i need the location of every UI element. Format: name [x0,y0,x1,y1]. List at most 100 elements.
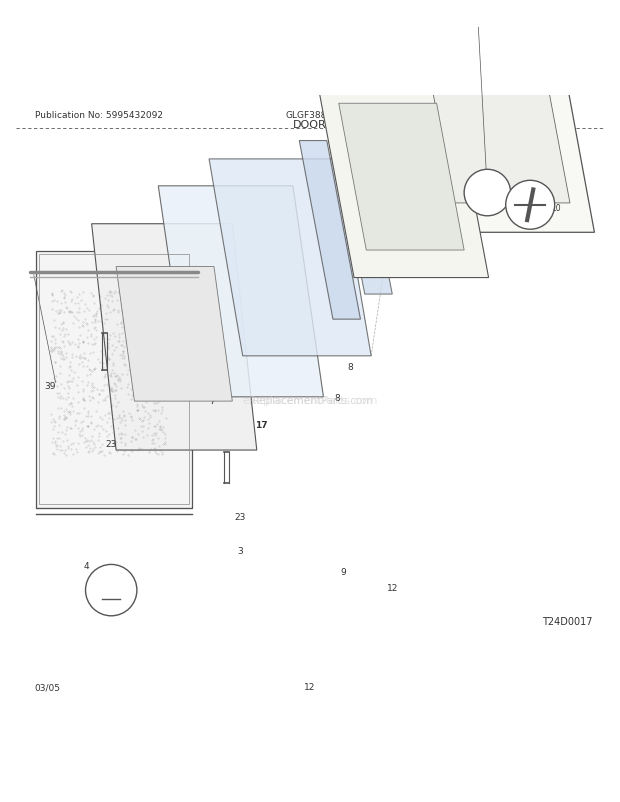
Point [99,318,109,330]
Point [104,354,114,367]
Point [110,371,120,383]
Point [107,385,117,398]
Point [65,305,75,318]
Circle shape [464,170,511,217]
Point [153,432,162,445]
Point [61,393,71,406]
Point [108,427,118,439]
Point [126,393,136,406]
Point [79,306,89,318]
Point [60,296,70,309]
Point [87,377,97,390]
Point [117,427,127,440]
Point [157,439,167,452]
Point [108,358,118,371]
Point [56,297,66,310]
Point [143,413,153,426]
Point [119,445,129,458]
Point [75,430,85,443]
Point [160,428,170,441]
Point [104,412,114,425]
Point [65,338,75,350]
Point [58,322,68,335]
Point [50,375,60,388]
Point [149,369,159,382]
Point [68,371,78,384]
Point [81,435,91,448]
Point [144,354,154,367]
Point [84,304,94,317]
Point [107,371,117,383]
Point [113,395,123,408]
Point [55,342,64,355]
Point [151,447,161,460]
Circle shape [506,181,555,230]
Point [74,302,84,315]
Point [138,387,148,399]
Point [88,346,98,359]
Point [107,399,117,411]
Point [79,395,89,407]
Point [87,384,97,397]
Point [139,382,149,395]
Point [74,428,84,441]
Point [58,392,68,405]
Point [140,358,149,371]
Point [47,288,57,301]
Point [58,337,68,350]
Point [127,368,137,381]
Point [76,424,86,437]
Point [113,411,123,424]
Point [55,392,65,405]
Point [111,436,121,449]
Point [85,346,95,359]
Point [66,439,76,452]
Point [159,385,169,398]
Point [62,302,72,315]
Point [160,322,170,334]
Point [151,332,161,345]
Point [88,290,98,302]
Point [64,405,74,418]
Point [82,302,92,315]
Point [100,371,110,383]
Point [140,324,149,337]
Point [78,335,87,348]
Point [117,287,127,300]
Point [61,346,71,359]
Point [56,379,66,391]
Point [53,403,63,415]
Point [70,419,80,431]
Point [60,411,70,424]
Point [113,422,123,435]
Text: T24D0017: T24D0017 [542,616,593,626]
Point [69,317,79,330]
Point [48,423,58,436]
Point [154,350,164,363]
Point [115,415,125,428]
Point [125,407,135,419]
Point [127,431,137,444]
Point [106,367,116,380]
Point [53,307,63,320]
Point [95,440,105,453]
Point [60,328,70,341]
Point [102,294,112,306]
Point [59,306,69,319]
Point [75,352,85,365]
Point [64,285,74,298]
Point [78,336,88,349]
Point [141,350,151,363]
Point [72,446,82,459]
Point [81,411,91,423]
Point [132,293,142,306]
Point [86,416,96,429]
Point [146,378,156,391]
Point [115,432,125,445]
Point [110,391,120,404]
Point [76,416,86,429]
Point [142,429,152,442]
Point [57,348,67,361]
Point [62,376,72,389]
Point [132,326,142,338]
